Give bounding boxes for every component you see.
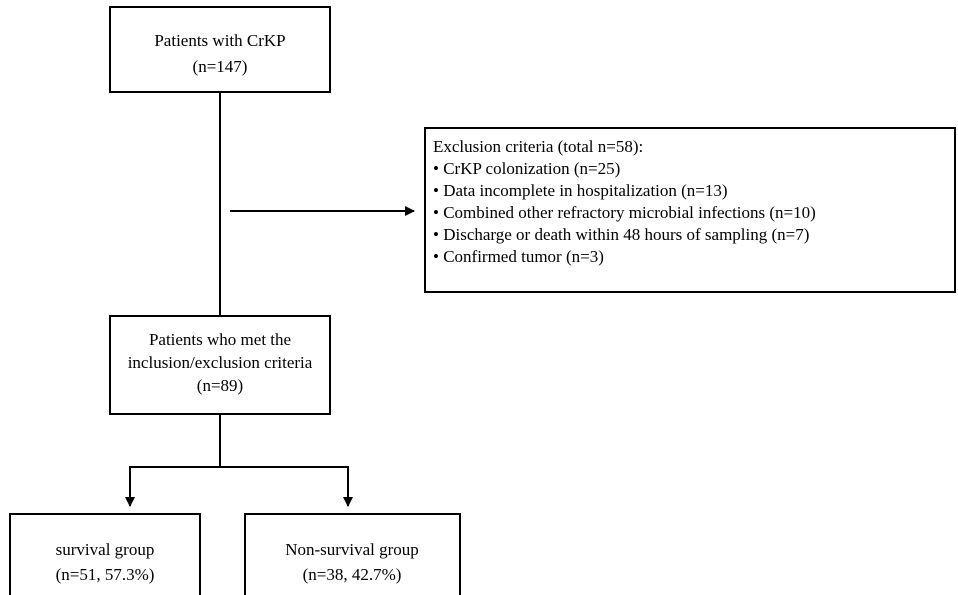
node-text: (n=147) [193,57,248,76]
exclusion-item: • Discharge or death within 48 hours of … [433,225,809,244]
node-box [109,315,331,415]
node-text: (n=89) [197,376,243,395]
node-text: Patients who met the [149,330,291,349]
node-text: inclusion/exclusion criteria [128,353,313,372]
node-box [9,513,201,595]
node-text: survival group [56,540,155,559]
node-box [244,513,461,595]
exclusion-item: • Confirmed tumor (n=3) [433,247,604,266]
node-text: (n=51, 57.3%) [56,565,155,584]
exclusion-title: Exclusion criteria (total n=58): [433,137,643,156]
exclusion-box [424,127,956,293]
node-box [109,6,331,93]
node-text: (n=38, 42.7%) [303,565,402,584]
exclusion-item: • Data incomplete in hospitalization (n=… [433,181,728,200]
node-text: Non-survival group [285,540,419,559]
exclusion-item: • CrKP colonization (n=25) [433,159,620,178]
node-text: Patients with CrKP [154,31,285,50]
exclusion-item: • Combined other refractory microbial in… [433,203,816,222]
